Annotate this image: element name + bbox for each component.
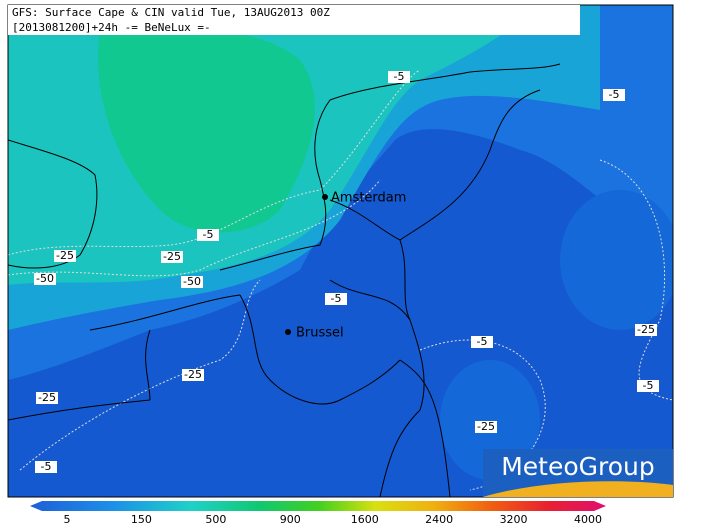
contour-label: -25 xyxy=(163,250,181,263)
colorbar-label: 1600 xyxy=(351,513,379,526)
contour-label-box xyxy=(325,293,347,305)
contour-label-box xyxy=(182,369,204,381)
colorbar-label: 900 xyxy=(280,513,301,526)
contour-label-box xyxy=(54,250,76,262)
header-line: [2013081200]+24h -= BeNeLux =- xyxy=(12,21,211,34)
city-label: Brussel xyxy=(296,326,344,341)
logo-text: MeteoGroup xyxy=(501,452,655,481)
contour-label-box xyxy=(181,276,203,288)
cities: Amsterdam Brussel xyxy=(285,191,406,341)
contour-label: -5 xyxy=(394,70,405,83)
contour-label-box xyxy=(34,273,56,285)
map-field xyxy=(8,5,673,497)
colorbar-label: 150 xyxy=(131,513,152,526)
contour-label-box xyxy=(471,336,493,348)
contour-label-box xyxy=(197,229,219,241)
header-box xyxy=(8,5,580,35)
contour-label-box xyxy=(161,251,183,263)
colorbar-bar xyxy=(30,501,606,511)
contour-label-box xyxy=(637,380,659,392)
contour-label-box xyxy=(388,71,410,83)
contour-label: -50 xyxy=(183,275,201,288)
contour-label: -5 xyxy=(477,335,488,348)
contour-label-box xyxy=(635,324,657,336)
contour-label: -5 xyxy=(609,88,620,101)
colorbar: 5 150 500 900 1600 2400 3200 4000 xyxy=(30,501,606,526)
header-line: GFS: Surface Cape & CIN valid Tue, 13AUG… xyxy=(12,6,330,19)
colorbar-label: 500 xyxy=(205,513,226,526)
contour-label: -5 xyxy=(203,228,214,241)
city-label: Amsterdam xyxy=(331,191,406,206)
city-dot xyxy=(285,329,291,335)
contour-label-box xyxy=(603,89,625,101)
contour-label: -25 xyxy=(477,420,495,433)
contour-label: -50 xyxy=(36,272,54,285)
contour-label-box xyxy=(475,421,497,433)
colorbar-label: 3200 xyxy=(500,513,528,526)
contour-label-box xyxy=(35,461,57,473)
colorbar-label: 2400 xyxy=(425,513,453,526)
contour-label: -5 xyxy=(41,460,52,473)
contour-label: -25 xyxy=(184,368,202,381)
contour-labels: -5-5-5-25-25-50 -50-5-25-5-5-25-25-25-5 xyxy=(34,70,659,473)
colorbar-label: 5 xyxy=(64,513,71,526)
contour-label-box xyxy=(36,392,58,404)
contour-label: -25 xyxy=(637,323,655,336)
contour-label: -5 xyxy=(643,379,654,392)
contour-label: -25 xyxy=(38,391,56,404)
contour-label: -25 xyxy=(56,249,74,262)
city-dot xyxy=(322,194,328,200)
colorbar-label: 4000 xyxy=(574,513,602,526)
logo-swoosh xyxy=(483,481,673,497)
contour-label: -5 xyxy=(331,292,342,305)
